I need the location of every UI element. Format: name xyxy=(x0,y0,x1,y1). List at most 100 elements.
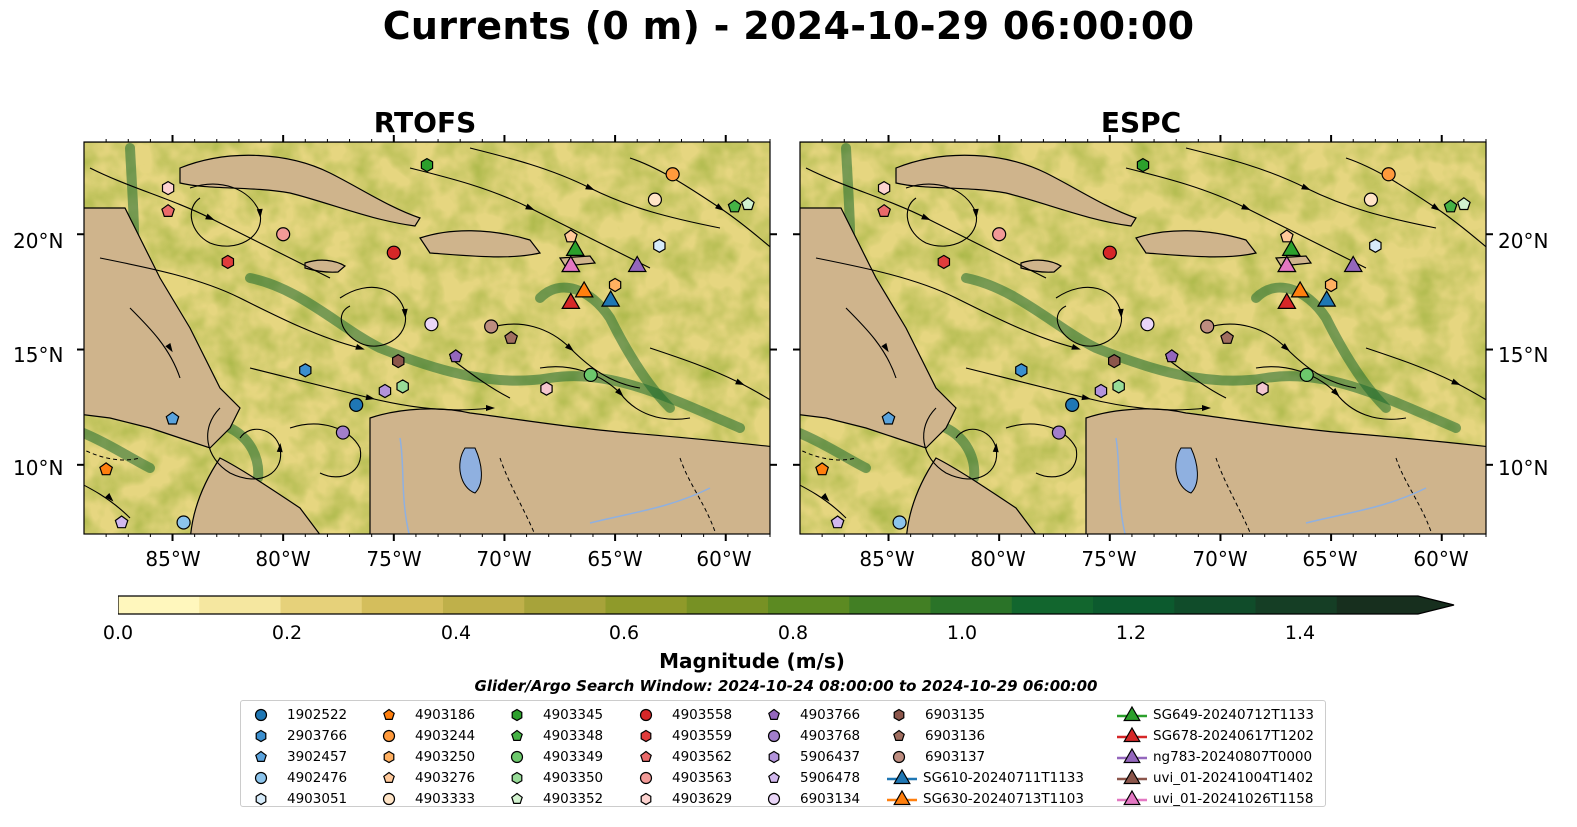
colorbar-tick: 1.0 xyxy=(946,622,978,644)
legend-marker xyxy=(640,729,652,743)
land-mass xyxy=(895,154,1137,227)
float-marker-4903348 xyxy=(1443,199,1458,213)
legend-marker xyxy=(639,708,653,722)
float-marker-uvi_01-20241026T1158 xyxy=(1277,255,1297,273)
panel-title-rtofs: RTOFS xyxy=(373,106,477,139)
river xyxy=(589,487,711,524)
strong-current-band xyxy=(225,423,264,483)
lat-label-15n-right: 15°N xyxy=(1498,343,1549,367)
streamline-arrow xyxy=(821,493,830,502)
legend-label: 4903768 xyxy=(800,728,861,744)
float-marker-5906437 xyxy=(378,383,392,399)
lon-label-85w-espc: 85°W xyxy=(859,547,915,571)
legend-marker xyxy=(382,729,396,743)
lon-label-60w-rtofs: 60°W xyxy=(696,547,752,571)
float-marker-3902457 xyxy=(165,411,180,425)
colorbar-tick: 0.6 xyxy=(608,622,640,644)
legend-marker-icon xyxy=(640,729,652,743)
float-marker-5906437 xyxy=(1094,383,1108,399)
colorbar-segment xyxy=(930,596,1013,614)
float-marker-3902457 xyxy=(881,411,896,425)
float-marker-4903558 xyxy=(386,245,401,260)
streamline xyxy=(129,307,181,379)
legend-marker xyxy=(382,792,396,806)
legend-item: 2903766 xyxy=(249,726,347,746)
legend-marker xyxy=(893,729,905,741)
streamline xyxy=(800,484,847,519)
float-marker-4903349 xyxy=(1299,367,1314,382)
streamline-arrow xyxy=(1117,308,1124,318)
colorbar-segment xyxy=(361,596,444,614)
streamline-arrow xyxy=(165,343,173,353)
legend-item: ng783-20240807T0000 xyxy=(1117,747,1312,767)
land-mass xyxy=(1135,230,1258,258)
legend-marker xyxy=(767,792,781,806)
colorbar-segment xyxy=(1011,596,1094,614)
legend-label: 4903350 xyxy=(543,770,604,786)
float-marker-6903135 xyxy=(392,353,405,369)
land-mass xyxy=(419,230,542,258)
legend-marker-icon xyxy=(511,792,523,804)
float-marker-4903186 xyxy=(99,462,114,476)
legend-marker-icon xyxy=(768,771,780,783)
legend-item: SG649-20240712T1133 xyxy=(1117,705,1314,725)
figure-title: Currents (0 m) - 2024-10-29 06:00:00 xyxy=(382,4,1195,48)
float-marker-4903350 xyxy=(396,379,409,394)
legend-label: 4902476 xyxy=(287,770,348,786)
legend-item: 4903558 xyxy=(634,705,732,725)
river xyxy=(399,437,410,534)
colorbar-extend-arrow xyxy=(1418,596,1454,614)
map-ticks xyxy=(77,135,777,541)
land-mass xyxy=(1020,259,1063,273)
float-marker-4903250 xyxy=(608,277,622,293)
streamline-arrow xyxy=(565,343,574,352)
float-marker-ng783-20240807T0000 xyxy=(1343,255,1363,273)
legend-label: ng783-20240807T0000 xyxy=(1153,749,1313,765)
float-marker-4903333 xyxy=(647,192,663,207)
lon-label-75w-rtofs: 75°W xyxy=(366,547,422,571)
legend-item: 4903629 xyxy=(634,789,732,809)
river xyxy=(1115,437,1126,534)
legend-marker xyxy=(640,750,652,762)
streamline-arrow xyxy=(1081,394,1091,401)
colorbar-segment xyxy=(1336,596,1419,614)
legend-marker xyxy=(893,708,905,722)
float-marker-6903137 xyxy=(484,319,499,334)
float-marker-1902522 xyxy=(349,397,364,412)
legend-item: 5906437 xyxy=(762,747,860,767)
legend-marker xyxy=(640,792,652,806)
colorbar-tick: 0.2 xyxy=(271,622,303,644)
legend-label: 6903137 xyxy=(925,749,986,765)
colorbar-segment xyxy=(686,596,769,614)
legend-marker xyxy=(255,792,267,806)
legend-item: 1902522 xyxy=(249,705,347,725)
lon-label-60w-espc: 60°W xyxy=(1413,547,1469,571)
streamline-arrow xyxy=(992,443,999,453)
streamline-arrow xyxy=(585,183,595,190)
float-marker-4903768 xyxy=(335,425,351,440)
colorbar-tick: 0.0 xyxy=(102,622,134,644)
float-marker-4903629 xyxy=(877,180,891,196)
float-marker-4903348 xyxy=(727,199,742,213)
float-marker-4903186 xyxy=(815,462,830,476)
lat-label-10n-left: 10°N xyxy=(13,456,64,480)
map-frame xyxy=(83,141,771,535)
legend-triangle-marker xyxy=(1123,747,1141,764)
legend-label: SG610-20240711T1133 xyxy=(923,770,1084,786)
legend-marker-icon xyxy=(255,750,267,762)
float-marker-SG630-20240713T1103 xyxy=(574,280,594,298)
legend-marker xyxy=(383,771,395,783)
legend-label: 4903563 xyxy=(672,770,733,786)
lat-label-15n-left: 15°N xyxy=(13,343,64,367)
legend-marker xyxy=(255,750,267,762)
streamline-arrow xyxy=(1301,183,1311,190)
float-marker-SG649-20240712T1133 xyxy=(565,239,585,257)
land-mass xyxy=(800,207,957,449)
strong-current-band xyxy=(800,427,871,473)
land-mass xyxy=(800,142,1217,143)
float-marker-4903345 xyxy=(1136,157,1150,173)
legend-triangle-marker xyxy=(893,789,911,806)
float-marker-4903563 xyxy=(276,227,291,242)
legend-marker xyxy=(639,771,653,785)
legend-label: 6903135 xyxy=(925,707,986,723)
